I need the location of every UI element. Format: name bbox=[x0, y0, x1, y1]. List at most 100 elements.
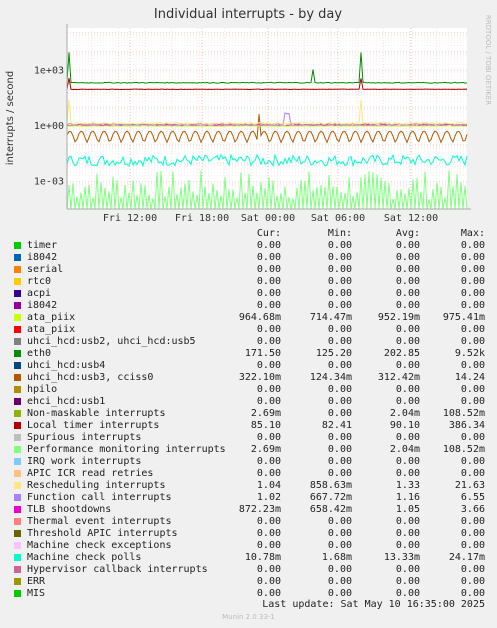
y-tick-label: 1e+03 bbox=[34, 65, 64, 76]
legend-series-name: timer bbox=[27, 240, 58, 251]
legend-series-name: acpi bbox=[27, 288, 52, 299]
legend-row: acpi 0.00 0.00 0.00 0.00 bbox=[0, 288, 497, 300]
legend-cur-value: 1.02 bbox=[256, 492, 281, 503]
legend-row: Hypervisor callback interrupts 0.00 0.00 0.… bbox=[0, 564, 497, 576]
legend-series-name: Performance monitoring interrupts bbox=[27, 444, 226, 455]
legend-max-value: 0.00 bbox=[460, 396, 485, 407]
legend-min-value: 0.00 bbox=[327, 588, 352, 599]
legend-series-name: Hypervisor callback interrupts bbox=[27, 564, 208, 575]
legend-swatch bbox=[14, 578, 21, 585]
legend-cur-value: 872.23m bbox=[238, 504, 281, 515]
legend-avg-value: 13.33m bbox=[383, 552, 420, 563]
legend-min-value: 1.68m bbox=[321, 552, 352, 563]
legend-min-value: 0.00 bbox=[327, 564, 352, 575]
legend-avg-value: 1.05 bbox=[395, 504, 420, 515]
legend-max-value: 24.17m bbox=[448, 552, 485, 563]
legend-cur-value: 0.00 bbox=[256, 576, 281, 587]
legend-header-avg: Avg: bbox=[395, 228, 420, 239]
legend-max-value: 0.00 bbox=[460, 456, 485, 467]
legend-row: i8042 0.00 0.00 0.00 0.00 bbox=[0, 300, 497, 312]
legend-avg-value: 312.42m bbox=[377, 372, 420, 383]
legend-swatch bbox=[14, 470, 21, 477]
legend-swatch bbox=[14, 338, 21, 345]
legend-max-value: 0.00 bbox=[460, 528, 485, 539]
legend-avg-value: 0.00 bbox=[395, 384, 420, 395]
y-tick-label: 1e+00 bbox=[34, 121, 64, 132]
legend-header-cur: Cur: bbox=[256, 228, 281, 239]
legend-max-value: 21.63 bbox=[454, 480, 485, 491]
legend-cur-value: 0.00 bbox=[256, 336, 281, 347]
legend-swatch bbox=[14, 314, 21, 321]
legend-swatch bbox=[14, 302, 21, 309]
legend-cur-value: 0.00 bbox=[256, 324, 281, 335]
legend-max-value: 386.34 bbox=[448, 420, 485, 431]
legend-cur-value: 0.00 bbox=[256, 300, 281, 311]
legend-avg-value: 0.00 bbox=[395, 264, 420, 275]
legend-series-name: ERR bbox=[27, 576, 46, 587]
legend-max-value: 0.00 bbox=[460, 588, 485, 599]
legend-swatch bbox=[14, 242, 21, 249]
legend-cur-value: 0.00 bbox=[256, 384, 281, 395]
legend-row: uhci_hcd:usb3, cciss0 322.10m 124.34m 312.4… bbox=[0, 372, 497, 384]
legend-min-value: 82.41 bbox=[321, 420, 352, 431]
legend-cur-value: 171.50 bbox=[244, 348, 281, 359]
legend-swatch bbox=[14, 254, 21, 261]
legend-cur-value: 0.00 bbox=[256, 360, 281, 371]
legend-row: APIC ICR read retries 0.00 0.00 0.00 0.00 bbox=[0, 468, 497, 480]
legend-min-value: 0.00 bbox=[327, 396, 352, 407]
legend-avg-value: 202.85 bbox=[383, 348, 420, 359]
legend-series-name: eth0 bbox=[27, 348, 52, 359]
legend-cur-value: 2.69m bbox=[250, 444, 281, 455]
legend-avg-value: 0.00 bbox=[395, 324, 420, 335]
legend-avg-value: 0.00 bbox=[395, 588, 420, 599]
legend-min-value: 0.00 bbox=[327, 300, 352, 311]
watermark: RRDTOOL / TOBI OETIKER bbox=[484, 15, 492, 105]
legend-min-value: 0.00 bbox=[327, 240, 352, 251]
legend-min-value: 0.00 bbox=[327, 444, 352, 455]
legend-avg-value: 2.04m bbox=[389, 444, 420, 455]
legend-swatch bbox=[14, 518, 21, 525]
legend-swatch bbox=[14, 362, 21, 369]
series-line bbox=[66, 114, 468, 144]
legend-max-value: 0.00 bbox=[460, 264, 485, 275]
legend-avg-value: 2.04m bbox=[389, 408, 420, 419]
legend-min-value: 658.42m bbox=[309, 504, 352, 515]
legend-max-value: 0.00 bbox=[460, 240, 485, 251]
legend-avg-value: 90.10 bbox=[389, 420, 420, 431]
legend-cur-value: 0.00 bbox=[256, 252, 281, 263]
legend-swatch bbox=[14, 266, 21, 273]
legend-swatch bbox=[14, 434, 21, 441]
legend-min-value: 0.00 bbox=[327, 288, 352, 299]
legend-min-value: 0.00 bbox=[327, 384, 352, 395]
legend-min-value: 0.00 bbox=[327, 576, 352, 587]
legend-min-value: 0.00 bbox=[327, 324, 352, 335]
x-tick-label: Fri 18:00 bbox=[175, 213, 229, 224]
x-tick-label: Sat 06:00 bbox=[311, 213, 365, 224]
legend-avg-value: 0.00 bbox=[395, 336, 420, 347]
legend-min-value: 0.00 bbox=[327, 516, 352, 527]
legend-min-value: 0.00 bbox=[327, 336, 352, 347]
legend-series-name: MIS bbox=[27, 588, 46, 599]
legend-min-value: 0.00 bbox=[327, 360, 352, 371]
legend-swatch bbox=[14, 566, 21, 573]
axes: 1e-03 1e+00 1e+03 Fri 12:00 Fri 18:00 Sat 00:… bbox=[34, 24, 471, 224]
legend-row: hpilo 0.00 0.00 0.00 0.00 bbox=[0, 384, 497, 396]
legend-avg-value: 0.00 bbox=[395, 288, 420, 299]
legend-row: eth0 171.50 125.20 202.85 9.52k bbox=[0, 348, 497, 360]
legend-series-name: Rescheduling interrupts bbox=[27, 480, 166, 491]
legend-row: timer 0.00 0.00 0.00 0.00 bbox=[0, 240, 497, 252]
legend-swatch bbox=[14, 422, 21, 429]
legend-avg-value: 0.00 bbox=[395, 432, 420, 443]
legend-swatch bbox=[14, 290, 21, 297]
legend-swatch bbox=[14, 542, 21, 549]
legend-series-name: Thermal event interrupts bbox=[27, 516, 172, 527]
legend-min-value: 667.72m bbox=[309, 492, 352, 503]
legend-min-value: 0.00 bbox=[327, 528, 352, 539]
series-line bbox=[66, 153, 468, 168]
legend-series-name: hpilo bbox=[27, 384, 58, 395]
version-label: Munin 2.0.33-1 bbox=[222, 613, 275, 621]
legend-max-value: 0.00 bbox=[460, 576, 485, 587]
legend-max-value: 0.00 bbox=[460, 540, 485, 551]
legend-swatch bbox=[14, 494, 21, 501]
y-axis-label: interrupts / second bbox=[5, 71, 16, 165]
